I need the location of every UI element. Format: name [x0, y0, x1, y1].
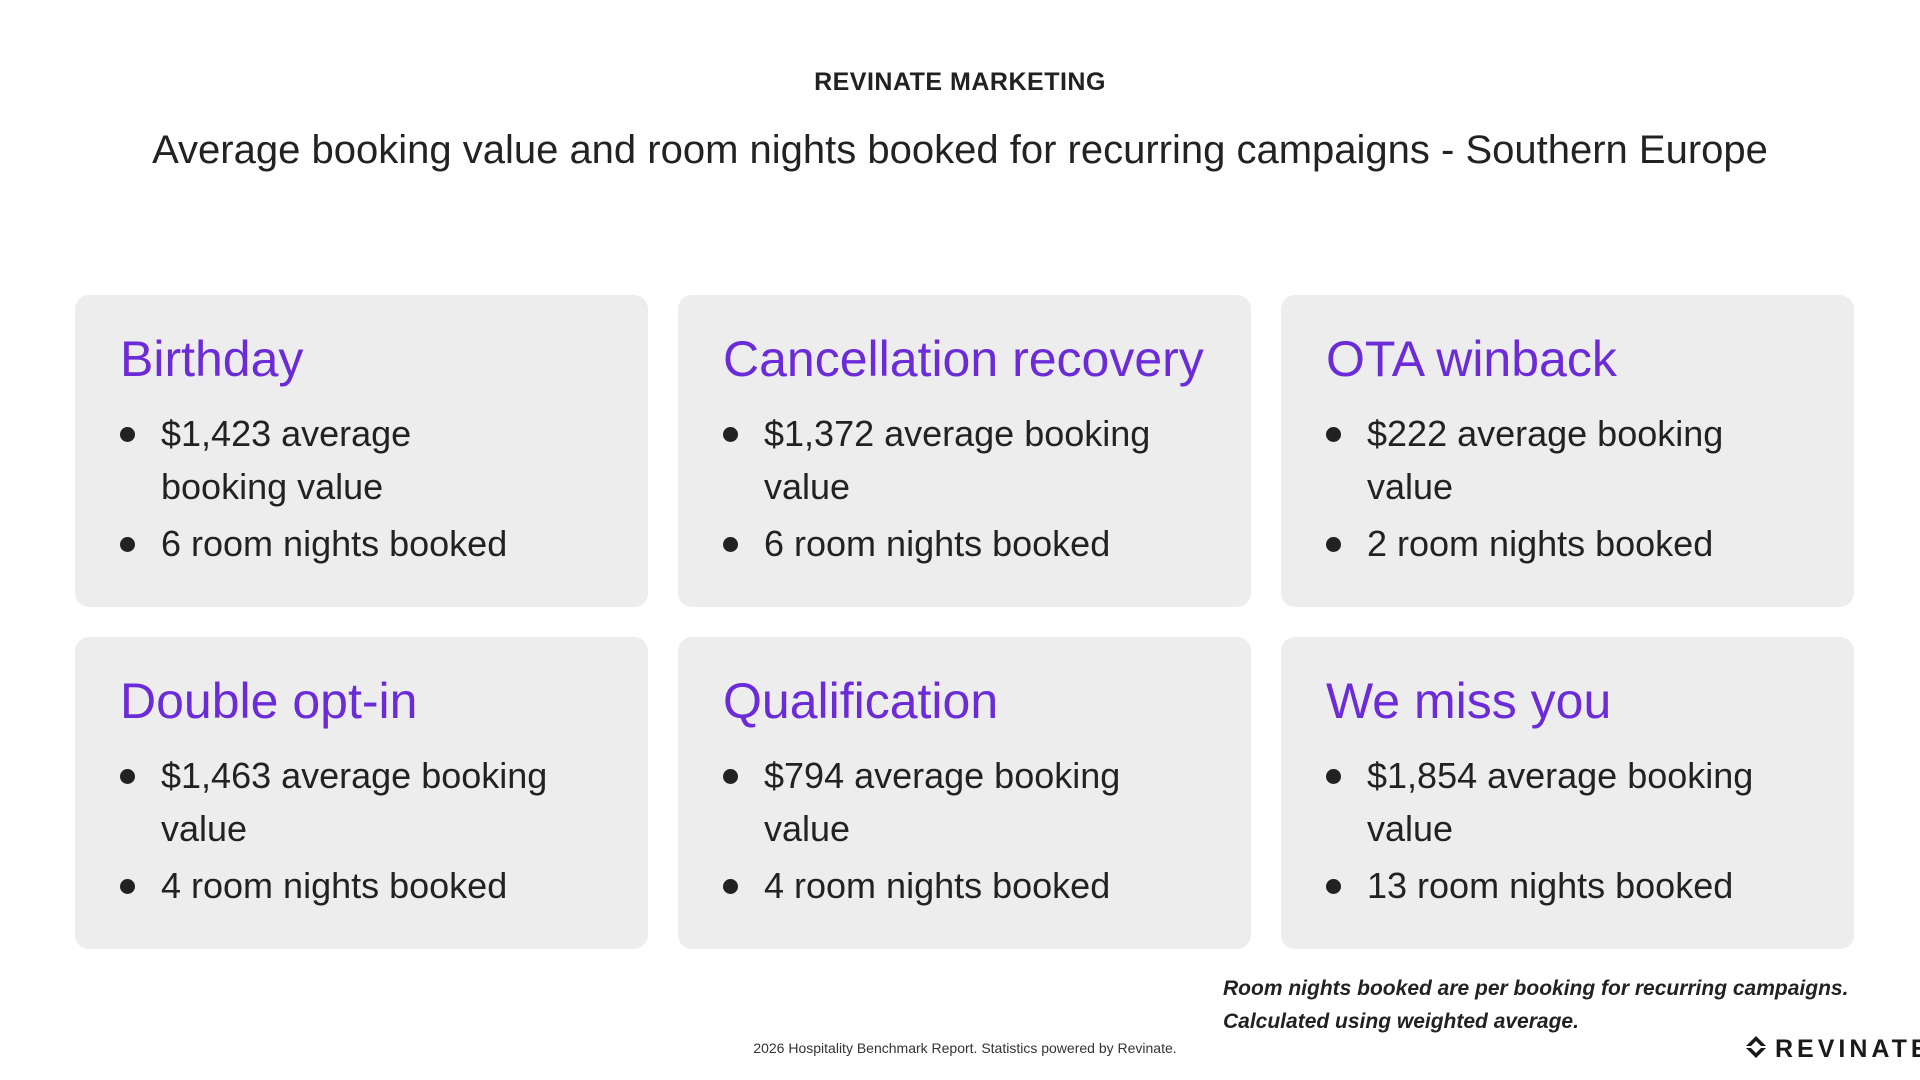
source-credit: 2026 Hospitality Benchmark Report. Stati… [753, 1040, 1177, 1056]
stat-room-nights: 4 room nights booked [120, 859, 618, 912]
brand-name: REVINATE [1775, 1035, 1920, 1063]
card-stats: $222 average booking value 2 room nights… [1326, 407, 1824, 570]
stat-text: 2 room nights booked [1367, 523, 1714, 564]
card-title: Cancellation recovery [723, 331, 1204, 387]
page-title: Average booking value and room nights bo… [152, 128, 1768, 172]
footnote: Room nights booked are per booking for r… [1223, 972, 1863, 1038]
bullet-icon [723, 769, 738, 784]
stat-text: $222 average booking value [1367, 413, 1724, 507]
brand-logo: REVINATE [1745, 1035, 1920, 1064]
card-title: Qualification [723, 673, 999, 729]
stat-text: $1,372 average booking value [764, 413, 1151, 507]
stat-text: 6 room nights booked [764, 523, 1111, 564]
campaign-card-birthday: Birthday $1,423 average booking value 6 … [75, 295, 648, 607]
stat-room-nights: 4 room nights booked [723, 859, 1221, 912]
stat-text: 4 room nights booked [161, 865, 508, 906]
stat-text: $794 average booking value [764, 755, 1121, 849]
stat-room-nights: 6 room nights booked [120, 517, 618, 570]
bullet-icon [120, 769, 135, 784]
bullet-icon [1326, 879, 1341, 894]
stat-room-nights: 6 room nights booked [723, 517, 1221, 570]
revinate-logo-icon [1745, 1035, 1767, 1064]
campaign-card-cancellation-recovery: Cancellation recovery $1,372 average boo… [678, 295, 1251, 607]
stat-booking-value: $1,463 average booking value [120, 749, 601, 855]
bullet-icon [120, 427, 135, 442]
stat-room-nights: 2 room nights booked [1326, 517, 1824, 570]
card-title: OTA winback [1326, 331, 1617, 387]
card-stats: $1,423 average booking value 6 room nigh… [120, 407, 618, 570]
stat-text: 13 room nights booked [1367, 865, 1734, 906]
campaign-card-double-opt-in: Double opt-in $1,463 average booking val… [75, 637, 648, 949]
campaign-card-we-miss-you: We miss you $1,854 average booking value… [1281, 637, 1854, 949]
stat-booking-value: $1,423 average booking value [120, 407, 461, 513]
card-title: Double opt-in [120, 673, 418, 729]
stat-text: $1,854 average booking value [1367, 755, 1754, 849]
card-stats: $1,854 average booking value 13 room nig… [1326, 749, 1824, 912]
card-stats: $794 average booking value 4 room nights… [723, 749, 1221, 912]
card-title: We miss you [1326, 673, 1612, 729]
card-stats: $1,463 average booking value 4 room nigh… [120, 749, 618, 912]
card-title: Birthday [120, 331, 304, 387]
stat-booking-value: $1,372 average booking value [723, 407, 1184, 513]
card-stats: $1,372 average booking value 6 room nigh… [723, 407, 1221, 570]
footnote-line: Calculated using weighted average. [1223, 1010, 1579, 1033]
bullet-icon [723, 427, 738, 442]
campaign-card-ota-winback: OTA winback $222 average booking value 2… [1281, 295, 1854, 607]
report-kicker: REVINATE MARKETING [814, 68, 1106, 96]
stat-text: 6 room nights booked [161, 523, 508, 564]
stat-booking-value: $1,854 average booking value [1326, 749, 1807, 855]
stat-booking-value: $222 average booking value [1326, 407, 1787, 513]
campaign-card-qualification: Qualification $794 average booking value… [678, 637, 1251, 949]
bullet-icon [1326, 769, 1341, 784]
bullet-icon [120, 537, 135, 552]
campaign-grid: Birthday $1,423 average booking value 6 … [75, 295, 1854, 949]
stat-room-nights: 13 room nights booked [1326, 859, 1824, 912]
stat-text: 4 room nights booked [764, 865, 1111, 906]
stat-text: $1,423 average booking value [161, 413, 412, 507]
bullet-icon [723, 537, 738, 552]
footnote-line: Room nights booked are per booking for r… [1223, 977, 1849, 1000]
stat-booking-value: $794 average booking value [723, 749, 1164, 855]
bullet-icon [1326, 537, 1341, 552]
bullet-icon [723, 879, 738, 894]
stat-text: $1,463 average booking value [161, 755, 548, 849]
bullet-icon [120, 879, 135, 894]
bullet-icon [1326, 427, 1341, 442]
